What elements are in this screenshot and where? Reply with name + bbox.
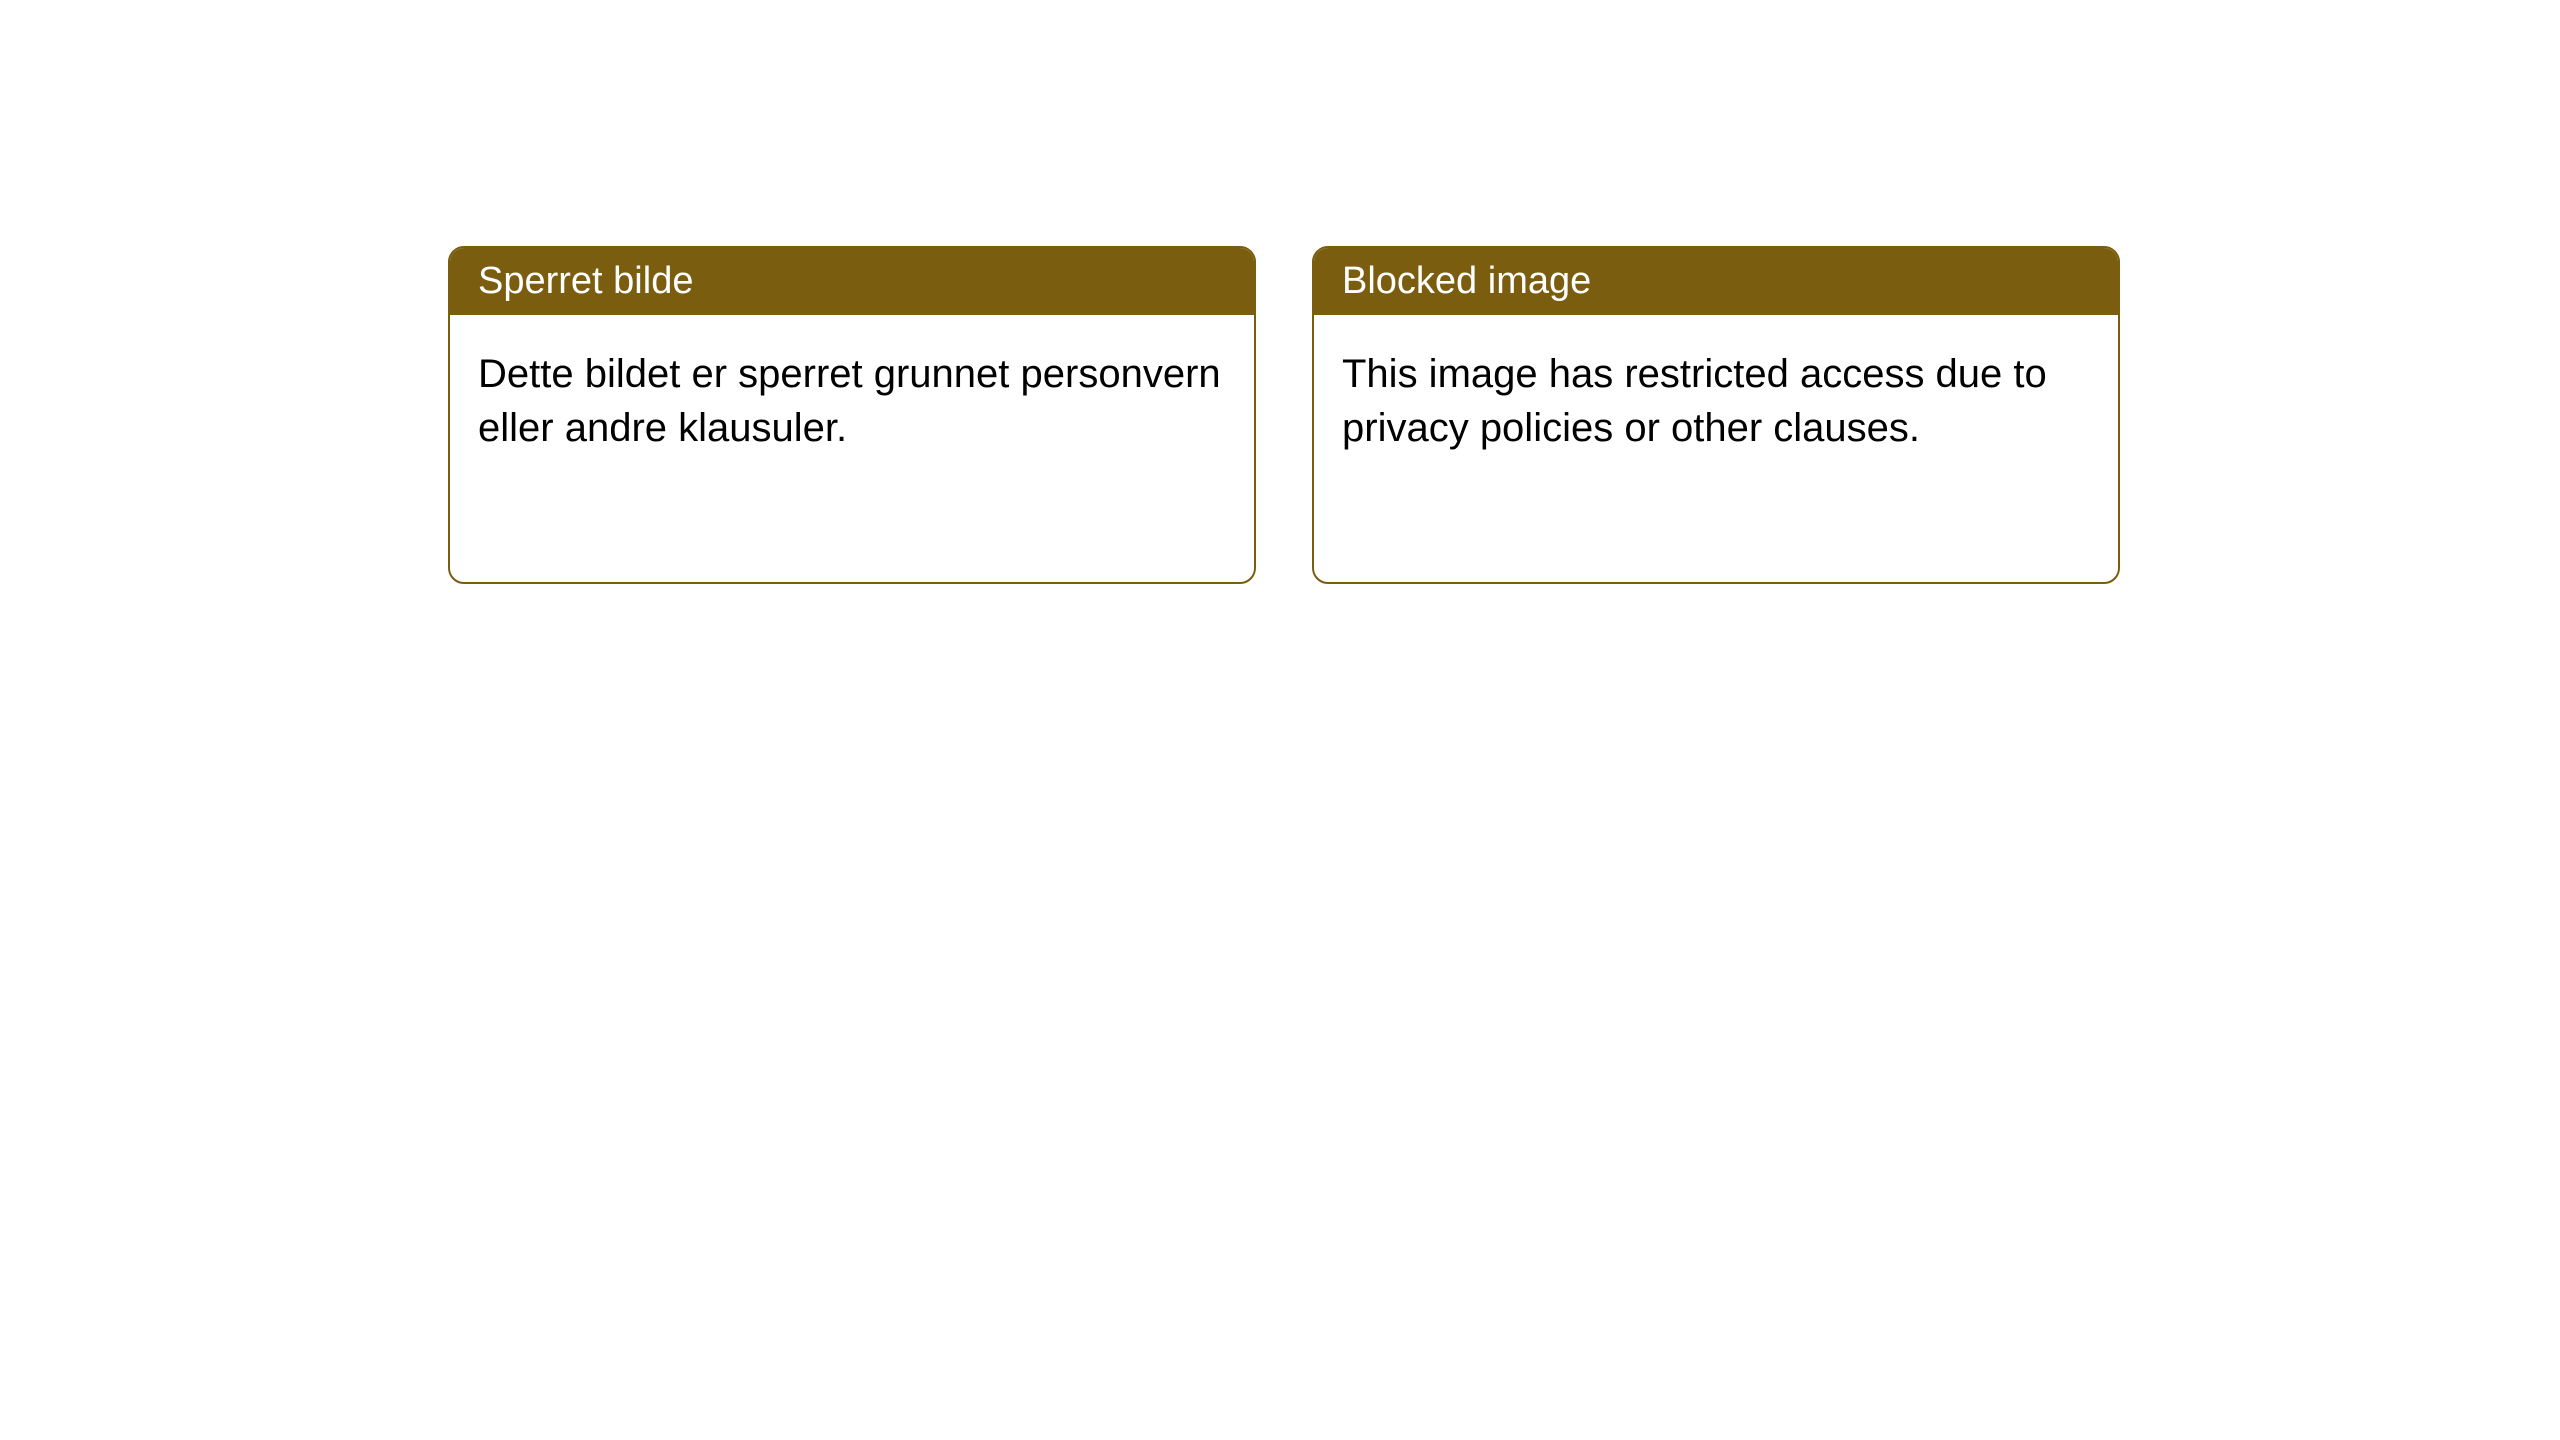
notice-message-english: This image has restricted access due to …	[1342, 352, 2047, 450]
notice-message-norwegian: Dette bildet er sperret grunnet personve…	[478, 352, 1221, 450]
notice-title-norwegian: Sperret bilde	[478, 260, 693, 302]
notice-title-english: Blocked image	[1342, 260, 1591, 302]
notice-container: Sperret bilde Dette bildet er sperret gr…	[0, 0, 2560, 584]
notice-header-norwegian: Sperret bilde	[450, 248, 1254, 315]
notice-body-norwegian: Dette bildet er sperret grunnet personve…	[450, 315, 1254, 487]
notice-header-english: Blocked image	[1314, 248, 2118, 315]
notice-card-english: Blocked image This image has restricted …	[1312, 246, 2120, 584]
notice-body-english: This image has restricted access due to …	[1314, 315, 2118, 487]
notice-card-norwegian: Sperret bilde Dette bildet er sperret gr…	[448, 246, 1256, 584]
